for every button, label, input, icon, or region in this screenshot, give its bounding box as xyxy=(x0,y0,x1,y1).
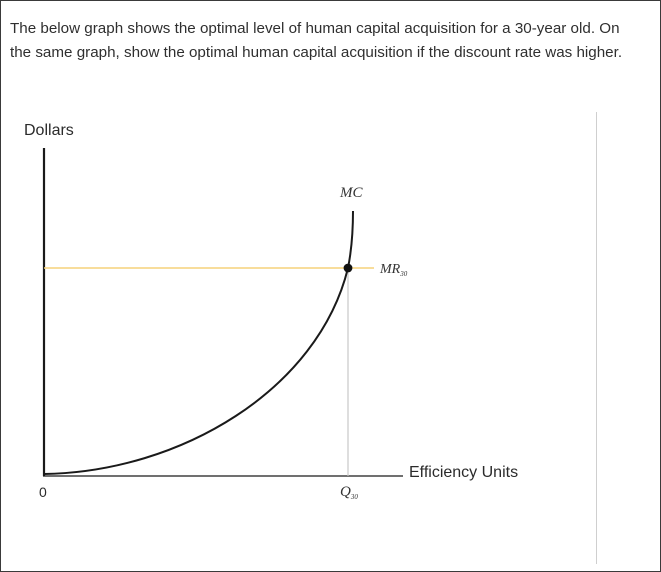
mr-label-subscript: 30 xyxy=(399,270,408,278)
y-axis-label: Dollars xyxy=(24,122,74,139)
origin-label: 0 xyxy=(39,484,47,500)
question-line-2: the same graph, show the optimal human c… xyxy=(10,44,623,61)
mc-curve[interactable] xyxy=(43,210,354,475)
q-label-main: Q xyxy=(340,484,351,500)
q-label: Q30 xyxy=(340,484,358,501)
mr-label-main: MR xyxy=(379,262,401,277)
mc-label: MC xyxy=(339,185,363,201)
question-text: The below graph shows the optimal level … xyxy=(10,17,655,65)
equilibrium-point[interactable] xyxy=(343,263,353,273)
panel-divider xyxy=(596,112,597,564)
q-label-subscript: 30 xyxy=(350,493,359,501)
mr-label: MR30 xyxy=(379,262,408,278)
x-axis-label: Efficiency Units xyxy=(409,464,518,481)
question-line-1: The below graph shows the optimal level … xyxy=(10,20,620,37)
